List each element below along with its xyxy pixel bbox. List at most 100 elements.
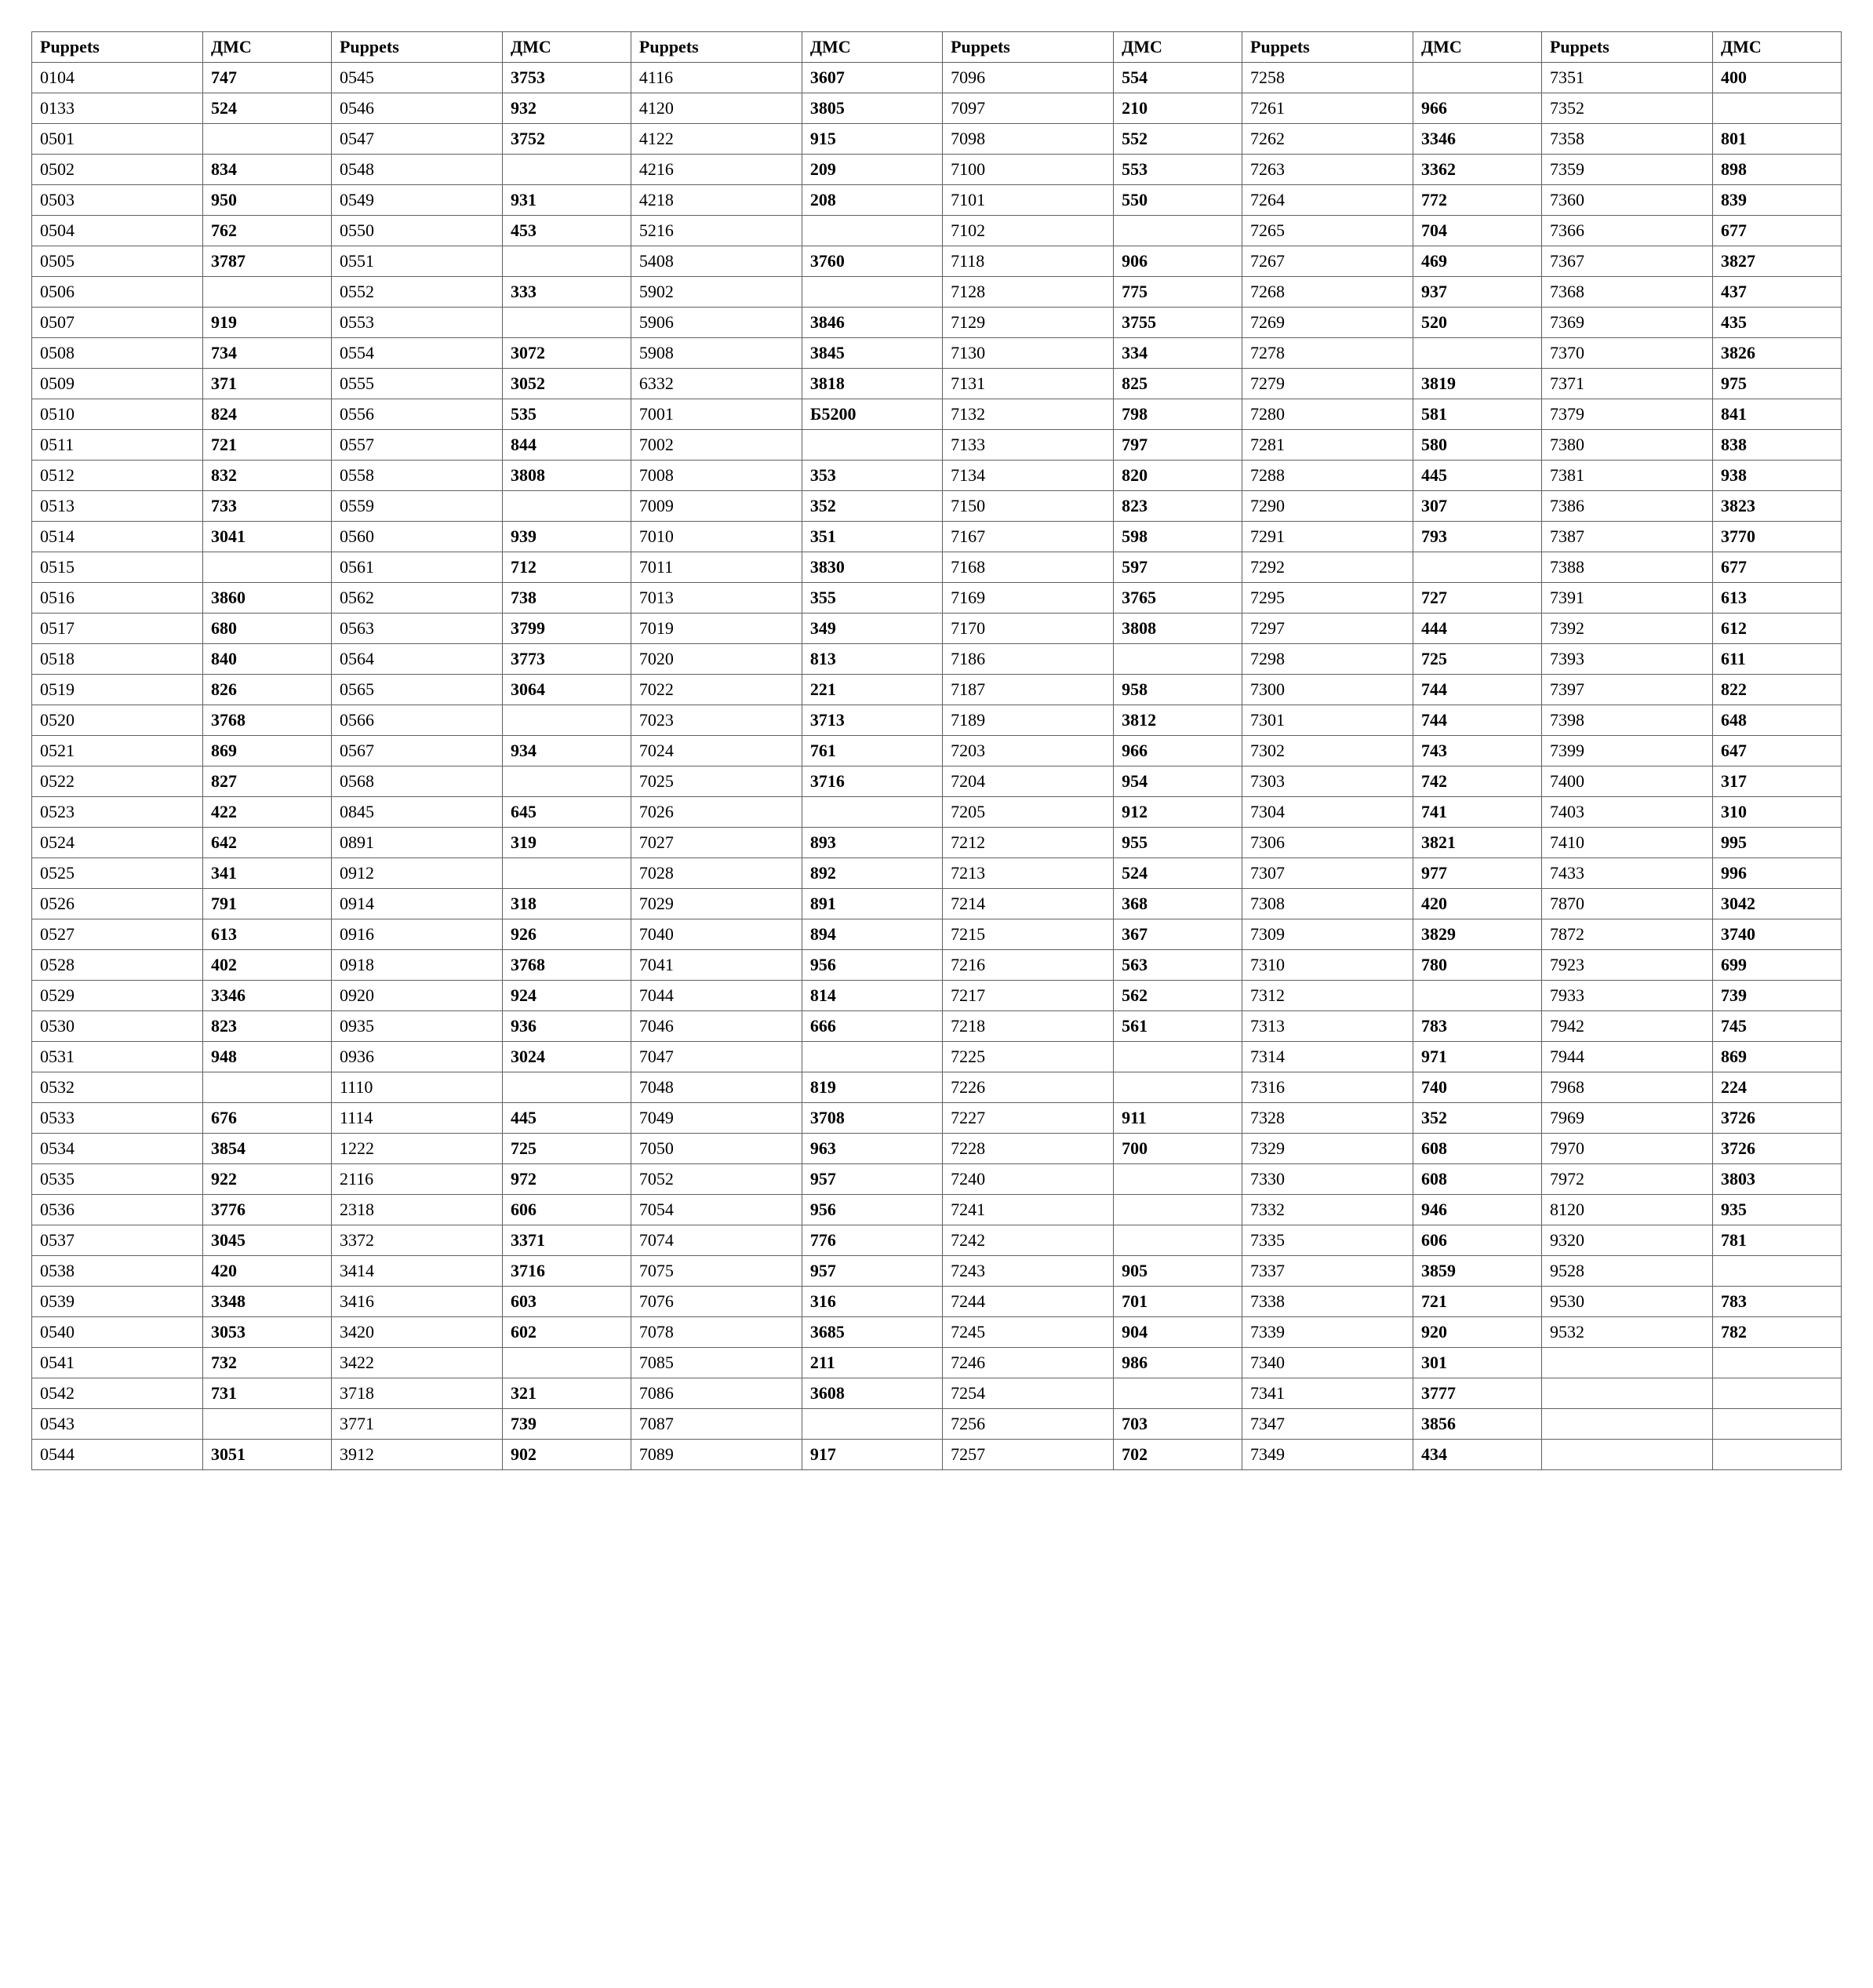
table-cell: 0508 (32, 338, 203, 369)
table-row: 0502834054842162097100553726333627359898 (32, 155, 1842, 185)
table-cell: 7168 (943, 552, 1114, 583)
table-row: 0512832055838087008353713482072884457381… (32, 461, 1842, 491)
table-cell: 7041 (631, 950, 802, 981)
table-cell: 9320 (1541, 1225, 1712, 1256)
table-cell: 7330 (1242, 1164, 1413, 1195)
table-cell: 744 (1413, 675, 1542, 705)
table-cell: 834 (203, 155, 332, 185)
table-cell: 0511 (32, 430, 203, 461)
table-cell: 0537 (32, 1225, 203, 1256)
table-cell: 3768 (502, 950, 631, 981)
table-cell: 7254 (943, 1378, 1114, 1409)
table-cell: 772 (1413, 185, 1542, 216)
table-row: 0528402091837687041956721656373107807923… (32, 950, 1842, 981)
column-header: ДМС (1413, 32, 1542, 63)
table-cell: 676 (203, 1103, 332, 1134)
table-cell: 444 (1413, 614, 1542, 644)
table-cell: 3856 (1413, 1409, 1542, 1440)
table-cell: 7972 (1541, 1164, 1712, 1195)
table-cell: 7134 (943, 461, 1114, 491)
column-header: Puppets (1541, 32, 1712, 63)
table-row: 0509371055530526332381871318257279381973… (32, 369, 1842, 399)
table-cell: 680 (203, 614, 332, 644)
table-cell: 0545 (331, 63, 502, 93)
table-cell: 7328 (1242, 1103, 1413, 1134)
table-cell: 822 (1712, 675, 1841, 705)
table-cell: 7129 (943, 308, 1114, 338)
table-row: 0536377623186067054956724173329468120935 (32, 1195, 1842, 1225)
table-cell: 0542 (32, 1378, 203, 1409)
table-cell: 3024 (502, 1042, 631, 1072)
table-cell: 647 (1712, 736, 1841, 766)
table-cell: 3777 (1413, 1378, 1542, 1409)
table-cell: 3765 (1114, 583, 1242, 614)
table-row: 0533676111444570493708722791173283527969… (32, 1103, 1842, 1134)
table-cell (1541, 1440, 1712, 1470)
table-cell: 7351 (1541, 63, 1712, 93)
table-cell: 739 (1712, 981, 1841, 1011)
table-cell (203, 277, 332, 308)
table-cell: 5408 (631, 246, 802, 277)
table-cell: 3064 (502, 675, 631, 705)
table-cell: 7349 (1242, 1440, 1413, 1470)
table-cell: 938 (1712, 461, 1841, 491)
table-cell (802, 430, 942, 461)
table-cell: 0522 (32, 766, 203, 797)
table-row: 0517680056337997019349717038087297444739… (32, 614, 1842, 644)
table-cell: 7380 (1541, 430, 1712, 461)
table-cell: 0513 (32, 491, 203, 522)
table-cell (502, 155, 631, 185)
table-cell: 0525 (32, 858, 203, 889)
table-cell: 7052 (631, 1164, 802, 1195)
table-cell: 368 (1114, 889, 1242, 919)
table-cell: 7131 (943, 369, 1114, 399)
table-cell: 0509 (32, 369, 203, 399)
table-cell: 894 (802, 919, 942, 950)
table-cell: 783 (1413, 1011, 1542, 1042)
table-cell: 743 (1413, 736, 1542, 766)
table-cell (203, 552, 332, 583)
table-cell: 841 (1712, 399, 1841, 430)
table-cell (502, 1072, 631, 1103)
table-cell (1114, 644, 1242, 675)
table-cell: 7291 (1242, 522, 1413, 552)
table-row: 0542731371832170863608725473413777 (32, 1378, 1842, 1409)
table-cell: 561 (1114, 1011, 1242, 1042)
table-cell: 7933 (1541, 981, 1712, 1011)
table-cell: 0564 (331, 644, 502, 675)
table-cell: 7024 (631, 736, 802, 766)
table-cell: 3053 (203, 1317, 332, 1348)
table-cell: 972 (502, 1164, 631, 1195)
table-cell: 3718 (331, 1378, 502, 1409)
table-cell: 7280 (1242, 399, 1413, 430)
table-cell (1712, 1440, 1841, 1470)
table-cell: 791 (203, 889, 332, 919)
table-row: 051082405565357001Б520071327987280581737… (32, 399, 1842, 430)
table-cell (1541, 1348, 1712, 1378)
table-cell: 832 (203, 461, 332, 491)
table-cell: 341 (203, 858, 332, 889)
table-cell: 434 (1413, 1440, 1542, 1470)
table-cell: 7261 (1242, 93, 1413, 124)
table-cell: 3346 (203, 981, 332, 1011)
table-cell: 7360 (1541, 185, 1712, 216)
table-cell: 7010 (631, 522, 802, 552)
table-cell: 7225 (943, 1042, 1114, 1072)
table-cell: 956 (802, 950, 942, 981)
table-cell: 814 (802, 981, 942, 1011)
table-cell: 7369 (1541, 308, 1712, 338)
table-cell: 869 (203, 736, 332, 766)
table-cell: 840 (203, 644, 332, 675)
table-cell: 721 (1413, 1287, 1542, 1317)
table-cell: 7267 (1242, 246, 1413, 277)
table-cell: 7257 (943, 1440, 1114, 1470)
table-cell (502, 246, 631, 277)
table-cell: 7167 (943, 522, 1114, 552)
table-cell: 7100 (943, 155, 1114, 185)
table-cell: 3845 (802, 338, 942, 369)
table-header: PuppetsДМСPuppetsДМСPuppetsДМСPuppetsДМС… (32, 32, 1842, 63)
table-cell: 762 (203, 216, 332, 246)
table-cell: 920 (1413, 1317, 1542, 1348)
column-header: Puppets (943, 32, 1114, 63)
table-cell: 7335 (1242, 1225, 1413, 1256)
